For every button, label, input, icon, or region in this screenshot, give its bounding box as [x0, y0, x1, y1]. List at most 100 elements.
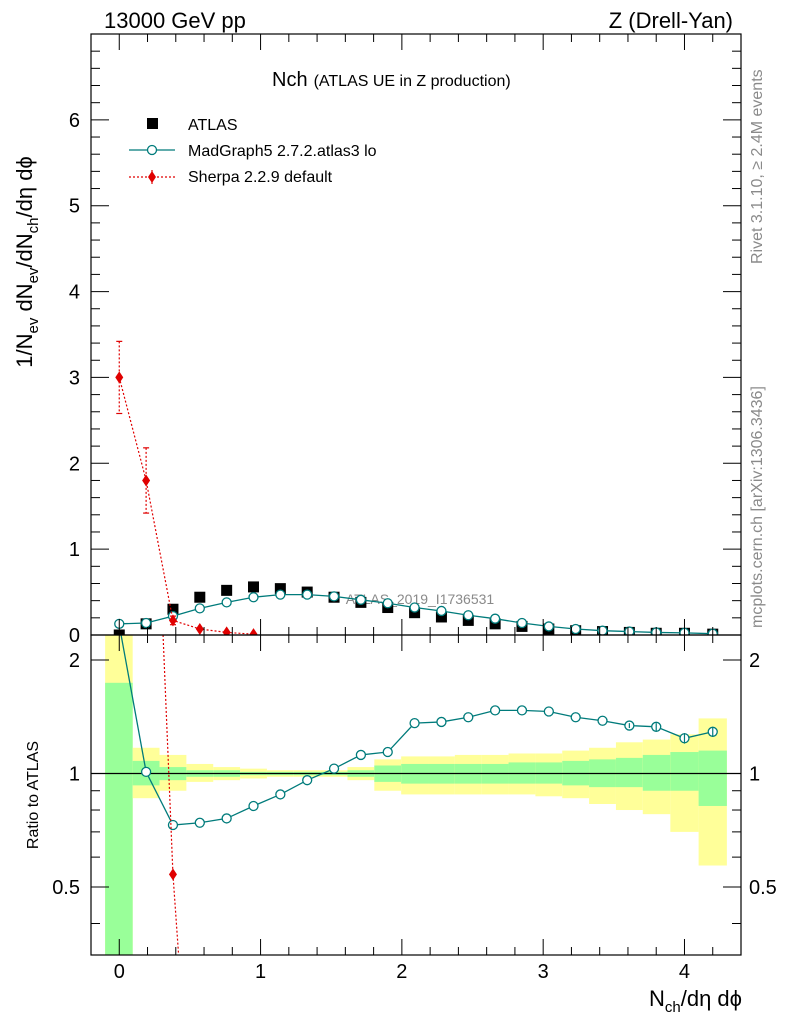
legend-atlas-label: ATLAS [188, 117, 238, 134]
atlas-data-point [167, 603, 179, 615]
ratio-madgraph-point [570, 712, 581, 723]
ratio-sherpa-point [168, 868, 177, 881]
ratio-uncertainty-bands [105, 635, 727, 955]
atlas-data-point [435, 611, 447, 623]
atlas-data-point [194, 591, 206, 603]
atlas-data-point [409, 607, 421, 619]
ratio-madgraph-point [597, 715, 608, 726]
ratio-madgraph-point [167, 819, 179, 831]
ratio-madgraph-point [140, 766, 152, 778]
ratio-madgraph-point [328, 763, 340, 774]
source-label: mcplots.cern.ch [arXiv:1306.3436] [749, 386, 766, 628]
ratio-madgraph-point [302, 775, 313, 786]
ratio-madgraph-point [221, 813, 232, 824]
sherpa-point [115, 371, 124, 384]
madgraph-point [463, 610, 474, 621]
legend: ATLAS MadGraph5 2.7.2.atlas3 lo Sherpa 2… [129, 117, 377, 186]
legend-atlas-marker [147, 118, 158, 129]
legend-madgraph-marker [146, 144, 158, 156]
y-axis-label: 1/Nev dNev/dNch/dη dϕ [12, 156, 42, 368]
header-left: 13000 GeV pp [104, 8, 246, 33]
legend-sherpa-marker [148, 171, 156, 183]
madgraph-point [328, 591, 340, 602]
x-label-rest: /dη dϕ [681, 986, 742, 1011]
y-label-part-1: 1/N [12, 334, 37, 368]
madgraph-point [543, 621, 554, 632]
sherpa-point [249, 628, 258, 635]
madgraph-point [355, 594, 367, 605]
madgraph-point [382, 598, 393, 609]
ratio-plot-frame [90, 634, 742, 956]
y-tick-label: 2 [69, 453, 80, 475]
ratio-madgraph-point [436, 716, 447, 728]
madgraph-point [436, 605, 447, 617]
madgraph-point [409, 602, 420, 613]
madgraph-point [248, 592, 259, 603]
plot-title: Nch (ATLAS UE in Z production) [272, 69, 511, 91]
madgraph-point [302, 589, 313, 600]
ratio-tick-label-left: 1 [69, 763, 80, 785]
sherpa-point [195, 622, 204, 635]
atlas-data-point [274, 583, 286, 595]
ratio-madgraph-point [489, 705, 501, 716]
sherpa-point [222, 626, 231, 635]
ratio-madgraph-point [543, 706, 554, 717]
y-tick-label: 1 [69, 539, 80, 561]
y-tick-label: 6 [69, 110, 80, 132]
ratio-y-label: Ratio to ATLAS [25, 741, 42, 849]
x-tick-label: 2 [396, 961, 407, 983]
madgraph-point [140, 617, 152, 629]
legend-sherpa-label: Sherpa 2.2.9 default [188, 169, 333, 186]
atlas-data-point [489, 618, 501, 630]
x-tick-label: 3 [538, 961, 549, 983]
y-tick-label: 4 [69, 282, 80, 304]
ratio-madgraph-point [248, 800, 259, 812]
x-tick-label: 1 [255, 961, 266, 983]
madgraph-point [570, 623, 581, 635]
madgraph-point [489, 613, 501, 624]
ratio-madgraph-point [382, 746, 393, 758]
ratio-madgraph-point [194, 817, 205, 828]
plot-title-main: Nch [272, 69, 308, 91]
y-label-part-4: /dη dϕ [12, 156, 37, 217]
ratio-madgraph-point [355, 749, 367, 761]
ratio-tick-label-left: 0.5 [52, 877, 80, 899]
rivet-label: Rivet 3.1.10, ≥ 2.4M events [749, 69, 766, 264]
band-inner-bin [670, 752, 699, 791]
sherpa-line [118, 377, 254, 635]
atlas-data-point [221, 584, 233, 596]
madgraph-point [624, 626, 635, 635]
x-tick-label: 0 [114, 961, 125, 983]
madgraph-point [221, 597, 232, 608]
ratio-tick-label-left: 2 [69, 650, 80, 672]
x-label-sub: ch [665, 999, 681, 1016]
x-label-main: N [649, 986, 665, 1011]
watermark: ATLAS_2019_I1736531 [346, 591, 495, 607]
plot-title-sub: (ATLAS UE in Z production) [314, 73, 511, 90]
ratio-madgraph-point [275, 789, 286, 800]
axis-ticks: 0 1 2 3 4 0 1 2 3 4 5 6 0.5 0.5 1 1 2 2 [52, 33, 777, 983]
band-inner-bin [698, 750, 727, 806]
madgraph-point [275, 589, 286, 600]
main-series-group [113, 340, 719, 635]
y-label-sub-2: ev [25, 267, 42, 283]
band-inner-bin [105, 682, 133, 955]
header-right: Z (Drell-Yan) [609, 8, 733, 33]
ratio-tick-label-right: 2 [749, 650, 760, 672]
ratio-madgraph-point [516, 705, 528, 716]
madgraph-point [597, 625, 608, 635]
y-tick-label: 5 [69, 196, 80, 218]
ratio-madgraph-point [409, 717, 420, 729]
y-label-sub-3: ch [25, 217, 42, 233]
ratio-tick-label-right: 0.5 [749, 877, 777, 899]
y-label-part-2: dN [12, 283, 37, 317]
madgraph-point [516, 617, 528, 629]
atlas-data-point [248, 581, 259, 593]
sherpa-point [168, 614, 177, 627]
y-label-part-3: /dN [12, 233, 37, 267]
legend-madgraph-label: MadGraph5 2.7.2.atlas3 lo [188, 143, 377, 160]
x-axis-label: Nch/dη dϕ [649, 986, 742, 1016]
ratio-tick-label-right: 1 [749, 763, 760, 785]
band-inner-bin [642, 754, 671, 791]
